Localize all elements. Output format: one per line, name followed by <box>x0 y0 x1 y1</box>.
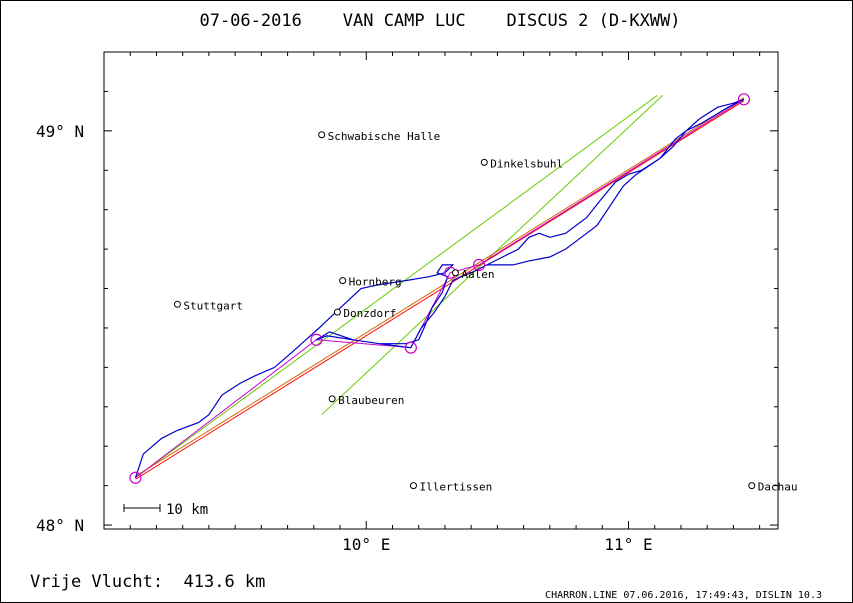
turnpoint-circle <box>129 471 142 484</box>
footer-credit: CHARRON.LINE 07.06.2016, 17:49:43, DISLI… <box>545 590 822 601</box>
town-marker <box>173 300 181 308</box>
town-marker <box>328 395 336 403</box>
town-marker <box>451 269 459 277</box>
turnpoints <box>129 93 751 484</box>
town-label: Illertissen <box>419 481 492 494</box>
town-marker <box>318 131 326 139</box>
turnpoint-circle <box>310 333 323 346</box>
task-line <box>135 100 745 480</box>
lon-label: 10° E <box>342 535 390 554</box>
task-lines <box>135 97 745 480</box>
turnpoint-circle <box>472 258 486 271</box>
town-marker <box>748 482 756 490</box>
plot-frame <box>103 51 779 530</box>
town-label: Blaubeuren <box>338 394 404 407</box>
map-title: 07-06-2016 VAN CAMP LUC DISCUS 2 (D-KXWW… <box>199 11 680 31</box>
task-leg <box>135 98 745 479</box>
turnpoint-circle <box>737 93 751 106</box>
town-marker <box>333 308 341 316</box>
scale-bar: 10 km <box>123 502 208 518</box>
turnpoint-circle <box>404 341 417 354</box>
town-marker <box>409 482 417 490</box>
town-label: Hornberg <box>349 276 402 289</box>
lon-label: 11° E <box>604 535 652 554</box>
tick-marks <box>104 52 778 529</box>
sector-line <box>135 94 658 479</box>
axis-labels: 49° N 48° N 10° E 11° E <box>36 122 653 554</box>
town-marker <box>480 158 488 166</box>
lat-label: 49° N <box>36 122 84 141</box>
task-line <box>135 97 745 477</box>
town-label: Dachau <box>758 481 798 494</box>
scale-bar-label: 10 km <box>166 502 208 518</box>
town-label: Dinkelsbuhl <box>490 157 563 170</box>
towns: Schwabische Halle Dinkelsbuhl Stuttgart Hor… <box>173 130 798 494</box>
lat-label: 48° N <box>36 516 84 535</box>
free-flight-distance: Vrije Vlucht: 413.6 km <box>30 572 265 592</box>
town-label: Schwabische Halle <box>328 130 441 143</box>
town-label: Donzdorf <box>343 307 396 320</box>
town-label: Aalen <box>461 268 494 281</box>
sector-line <box>321 94 663 416</box>
sector-lines <box>135 94 663 479</box>
town-label: Stuttgart <box>183 299 243 312</box>
town-marker <box>339 277 347 285</box>
